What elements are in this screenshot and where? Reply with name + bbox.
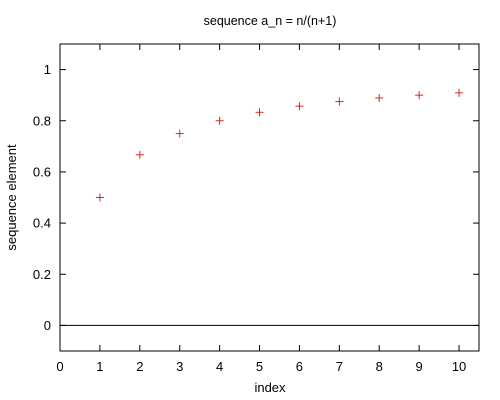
x-tick-label: 5	[256, 359, 263, 374]
y-tick-label: 1	[44, 62, 51, 77]
x-tick: 10	[452, 44, 466, 374]
x-tick: 7	[336, 44, 343, 374]
x-tick: 9	[416, 44, 423, 374]
x-tick-label: 3	[176, 359, 183, 374]
y-tick-label: 0.6	[33, 164, 51, 179]
data-points-group	[95, 88, 464, 202]
x-tick-label: 1	[96, 359, 103, 374]
y-tick-label: 0.2	[33, 267, 51, 282]
y-tick-label: 0.8	[33, 113, 51, 128]
data-point	[255, 108, 264, 117]
x-tick-label: 6	[296, 359, 303, 374]
x-axis-label: index	[254, 380, 286, 395]
y-tick-label: 0.4	[33, 216, 51, 231]
data-point	[95, 193, 104, 202]
data-point	[415, 91, 424, 100]
x-tick: 2	[136, 44, 143, 374]
y-tick: 0.8	[33, 113, 479, 128]
x-tick: 5	[256, 44, 263, 374]
y-tick: 0.6	[33, 164, 479, 179]
x-tick-label: 2	[136, 359, 143, 374]
x-tick: 6	[296, 44, 303, 374]
x-tick: 3	[176, 44, 183, 374]
y-tick: 0.4	[33, 216, 479, 231]
x-tick-label: 8	[376, 359, 383, 374]
y-tick: 1	[44, 62, 479, 77]
data-point	[135, 150, 144, 159]
x-tick-label: 7	[336, 359, 343, 374]
x-tick-label: 0	[56, 359, 63, 374]
x-tick-label: 9	[416, 359, 423, 374]
data-point	[295, 102, 304, 111]
y-tick-label: 0	[44, 318, 51, 333]
x-tick-label: 4	[216, 359, 223, 374]
x-tick: 0	[56, 44, 64, 374]
y-axis-label: sequence element	[4, 144, 19, 251]
data-point	[455, 88, 464, 97]
chart-title: sequence a_n = n/(n+1)	[204, 14, 337, 28]
y-tick: 0	[44, 318, 479, 333]
plot-frame	[59, 43, 480, 352]
x-tick: 4	[216, 44, 223, 374]
x-tick-label: 10	[452, 359, 466, 374]
data-point	[375, 93, 384, 102]
x-tick: 1	[96, 44, 104, 374]
x-tick: 8	[376, 44, 383, 374]
axis-ticks-group: 0 1 2 3 4 5 6 7 8 9 10 0 0.2 0.4 0.6 0.8 1	[33, 44, 479, 374]
data-point	[215, 116, 224, 125]
data-point	[175, 129, 184, 138]
y-tick: 0.2	[33, 267, 479, 282]
data-point	[335, 97, 344, 106]
